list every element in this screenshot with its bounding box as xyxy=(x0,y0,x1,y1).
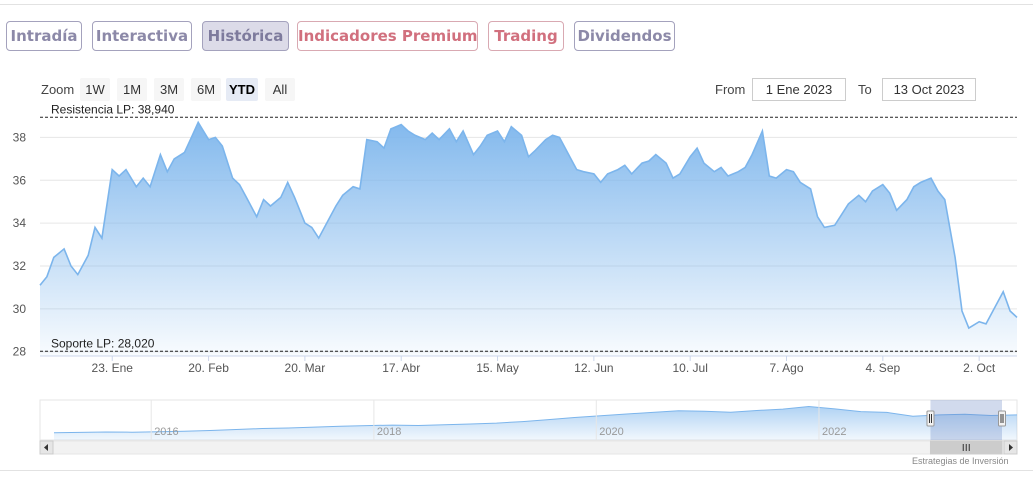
x-tick-label: 2. Oct xyxy=(963,361,996,375)
y-tick-label: 34 xyxy=(13,216,27,230)
x-tick-label: 17. Abr xyxy=(382,361,420,375)
x-tick-label: 10. Jul xyxy=(673,361,708,375)
navigator-left-handle[interactable] xyxy=(926,410,935,427)
x-tick-label: 12. Jun xyxy=(574,361,613,375)
tab-historica[interactable]: Histórica xyxy=(202,21,289,51)
y-tick-label: 32 xyxy=(13,259,27,273)
support-label: Soporte LP: 28,020 xyxy=(51,336,155,350)
tab-indicadores-premium[interactable]: Indicadores Premium xyxy=(297,21,478,51)
x-tick-label: 20. Mar xyxy=(285,361,326,375)
zoom-1w-button[interactable]: 1W xyxy=(80,78,110,101)
top-rule xyxy=(0,4,1033,5)
y-tick-label: 38 xyxy=(13,130,27,144)
scroll-right-arrow-icon xyxy=(1009,444,1013,451)
navigator-area xyxy=(54,406,1017,440)
tab-interactiva[interactable]: Interactiva xyxy=(92,21,192,51)
tab-dividendos[interactable]: Dividendos xyxy=(574,21,675,51)
navigator-year-label: 2020 xyxy=(599,426,623,438)
navigator-year-label: 2016 xyxy=(154,426,178,438)
y-tick-label: 30 xyxy=(13,302,27,316)
scroll-left-arrow-icon xyxy=(44,444,48,451)
resistance-label: Resistencia LP: 38,940 xyxy=(51,102,175,116)
navigator-year-label: 2022 xyxy=(822,426,846,438)
x-tick-label: 4. Sep xyxy=(865,361,900,375)
zoom-3m-button[interactable]: 3M xyxy=(154,78,184,101)
x-tick-label: 23. Ene xyxy=(92,361,134,375)
y-tick-label: 28 xyxy=(13,345,27,359)
price-line xyxy=(39,120,1018,330)
navigator-selected-range xyxy=(930,400,1002,440)
bottom-rule xyxy=(0,470,1033,471)
tab-trading[interactable]: Trading xyxy=(488,21,564,51)
x-tick-label: 7. Ago xyxy=(769,361,803,375)
zoom-label: Zoom xyxy=(41,82,75,97)
navigator-right-handle[interactable] xyxy=(998,410,1006,427)
scrollbar-track[interactable] xyxy=(39,440,1018,455)
to-label: To xyxy=(858,82,872,97)
x-tick-label: 20. Feb xyxy=(188,361,229,375)
to-date-input[interactable]: 13 Oct 2023 xyxy=(882,78,976,101)
credits-text: Estrategias de Inversión xyxy=(912,456,1009,466)
price-area xyxy=(40,122,1017,357)
y-tick-label: 36 xyxy=(13,173,27,187)
zoom-ytd-button[interactable]: YTD xyxy=(226,78,258,101)
tab-intradia[interactable]: Intradía xyxy=(6,21,82,51)
zoom-6m-button[interactable]: 6M xyxy=(191,78,221,101)
zoom-all-button[interactable]: All xyxy=(265,78,295,101)
from-label: From xyxy=(715,82,746,97)
zoom-1m-button[interactable]: 1M xyxy=(117,78,147,101)
from-date-input[interactable]: 1 Ene 2023 xyxy=(752,78,846,101)
navigator-year-label: 2018 xyxy=(377,426,401,438)
x-tick-label: 15. May xyxy=(476,361,519,375)
navigator-line xyxy=(53,405,1018,434)
